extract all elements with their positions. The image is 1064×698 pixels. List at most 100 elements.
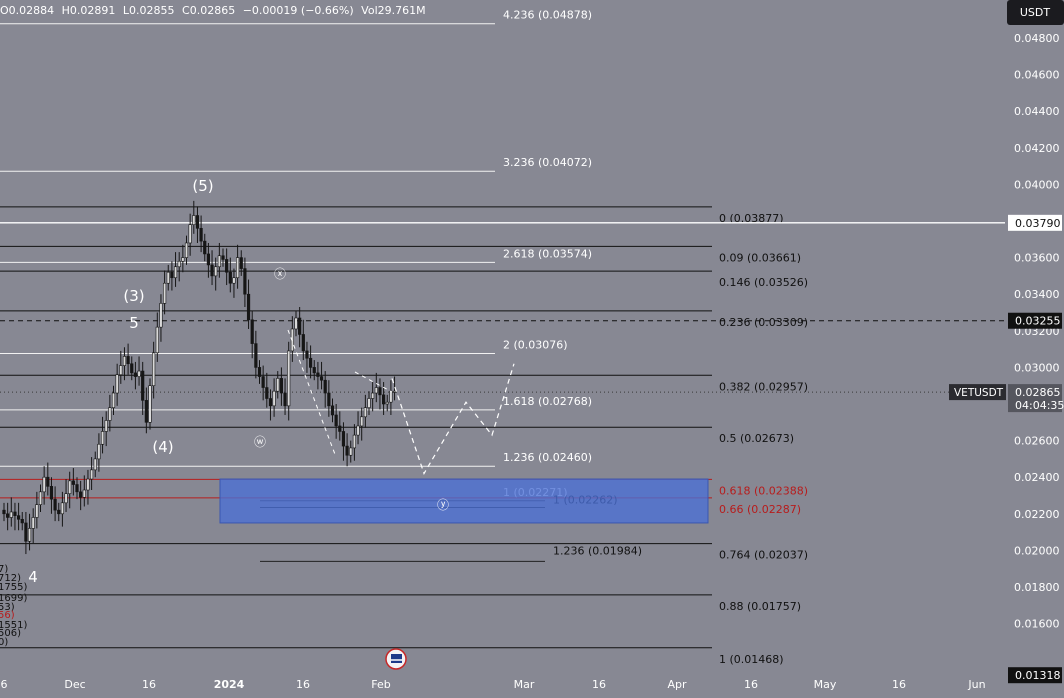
candle-body bbox=[217, 255, 221, 268]
change-value: −0.00019 (−0.66%) bbox=[242, 4, 354, 17]
candle-body bbox=[378, 387, 382, 396]
candle-body bbox=[341, 431, 346, 447]
candle-body bbox=[184, 242, 189, 258]
price-tick: 0.01600 bbox=[1014, 618, 1060, 631]
fib-ext-label: 1.236 (0.02460) bbox=[503, 451, 592, 464]
candle-body bbox=[133, 372, 138, 377]
time-tick: Apr bbox=[667, 678, 687, 691]
time-tick: 16 bbox=[744, 678, 758, 691]
fib-ext-label: 1.618 (0.02768) bbox=[503, 395, 592, 408]
candle-body bbox=[279, 378, 284, 394]
price-tick: 0.02200 bbox=[1014, 508, 1060, 521]
price-tick: 0.02000 bbox=[1014, 544, 1060, 557]
candle-body bbox=[294, 317, 298, 330]
candle-body bbox=[188, 224, 192, 244]
candle-body bbox=[261, 376, 265, 388]
candle-body bbox=[239, 257, 243, 269]
candle-body bbox=[93, 458, 97, 471]
volume-value: Vol29.761M bbox=[361, 4, 426, 17]
candle-body bbox=[97, 443, 101, 460]
candle-body bbox=[308, 357, 313, 368]
fib-retrace-label: 0 (0.03877) bbox=[719, 212, 784, 225]
candle-body bbox=[221, 255, 225, 260]
candle-body bbox=[214, 266, 218, 277]
price-tag-bottom-text: 0.01318 bbox=[1015, 669, 1061, 682]
price-tag-dashed bbox=[1008, 312, 1062, 329]
candle-body bbox=[68, 480, 72, 494]
clipped-fib-label: 506) bbox=[0, 628, 21, 639]
wave-guide-line bbox=[354, 371, 393, 393]
price-tick: 0.04000 bbox=[1014, 178, 1060, 191]
candle-body bbox=[49, 486, 54, 500]
price-tick: 0.02600 bbox=[1014, 435, 1060, 448]
candle-body bbox=[319, 376, 324, 381]
symbol-tag bbox=[949, 384, 1006, 401]
time-tick: Feb bbox=[371, 678, 390, 691]
candle-body bbox=[31, 517, 35, 529]
candle-body bbox=[192, 215, 196, 225]
price-tag-dashed-text: 0.03255 bbox=[1015, 315, 1061, 328]
target-zone-box[interactable] bbox=[219, 478, 709, 524]
ohlc-legend: O0.02884 H0.02891 L0.02855 C0.02865 −0.0… bbox=[0, 4, 430, 17]
candle-body bbox=[385, 401, 389, 405]
candle-body bbox=[6, 513, 10, 518]
currency-label: USDT bbox=[1020, 6, 1051, 19]
candle-body bbox=[203, 240, 207, 255]
time-tick: Dec bbox=[64, 678, 85, 691]
time-tick: 16 bbox=[142, 678, 156, 691]
candle-body bbox=[177, 260, 181, 268]
candle-body bbox=[181, 257, 185, 262]
candle-body bbox=[298, 317, 302, 335]
candle-body bbox=[35, 504, 39, 518]
price-tag-high bbox=[1008, 214, 1062, 231]
candle-body bbox=[225, 259, 229, 273]
candle-body bbox=[283, 392, 287, 407]
candle-body bbox=[159, 303, 163, 328]
flag-icon bbox=[391, 654, 402, 663]
fib-retrace-label: 0.764 (0.02037) bbox=[719, 549, 808, 562]
candle-body bbox=[108, 407, 112, 421]
clipped-fib-label: 1699) bbox=[0, 593, 27, 604]
fib-ext-label: 2.618 (0.03574) bbox=[503, 247, 592, 260]
candle-body bbox=[367, 398, 371, 408]
candle-body bbox=[210, 264, 214, 277]
candle-body bbox=[71, 480, 75, 485]
candle-body bbox=[268, 398, 273, 407]
fib-ext-label: 2 (0.03076) bbox=[503, 338, 568, 351]
fib-retrace-label: 0.88 (0.01757) bbox=[719, 600, 801, 613]
candle-body bbox=[2, 509, 6, 515]
candle-body bbox=[389, 390, 393, 403]
price-tick: 0.02400 bbox=[1014, 471, 1060, 484]
wave-label: 4 bbox=[28, 568, 38, 586]
candle-body bbox=[57, 509, 61, 515]
last-price-tag bbox=[1008, 384, 1062, 413]
close-value: C0.02865 bbox=[182, 4, 236, 17]
candle-body bbox=[119, 365, 123, 376]
fib-retrace-label: 0.5 (0.02673) bbox=[719, 432, 794, 445]
candle-body bbox=[371, 392, 375, 399]
candle-body bbox=[254, 343, 258, 368]
candle-body bbox=[141, 370, 145, 401]
candle-body bbox=[144, 400, 148, 423]
candle-body bbox=[100, 431, 105, 445]
fib-retrace-label: 0.146 (0.03526) bbox=[719, 276, 808, 289]
candle-body bbox=[104, 420, 108, 432]
fib-retrace-label: 0.236 (0.03309) bbox=[719, 316, 808, 329]
candle-body bbox=[86, 478, 90, 491]
candle-body bbox=[301, 334, 305, 352]
currency-badge[interactable] bbox=[1007, 0, 1064, 25]
candle-body bbox=[42, 476, 46, 493]
clipped-fib-label: 712) bbox=[0, 573, 21, 584]
candle-body bbox=[27, 528, 32, 542]
candle-body bbox=[199, 228, 203, 242]
fib-retrace-label: 0.382 (0.02957) bbox=[719, 380, 808, 393]
time-tick: 16 bbox=[296, 678, 310, 691]
candle-body bbox=[64, 493, 68, 504]
candle-body bbox=[170, 271, 174, 279]
wave-label: ⓦ bbox=[254, 435, 266, 449]
clipped-fib-label: 1551) bbox=[0, 620, 27, 631]
candle-body bbox=[53, 498, 57, 511]
wave-label: (3) bbox=[123, 287, 144, 305]
